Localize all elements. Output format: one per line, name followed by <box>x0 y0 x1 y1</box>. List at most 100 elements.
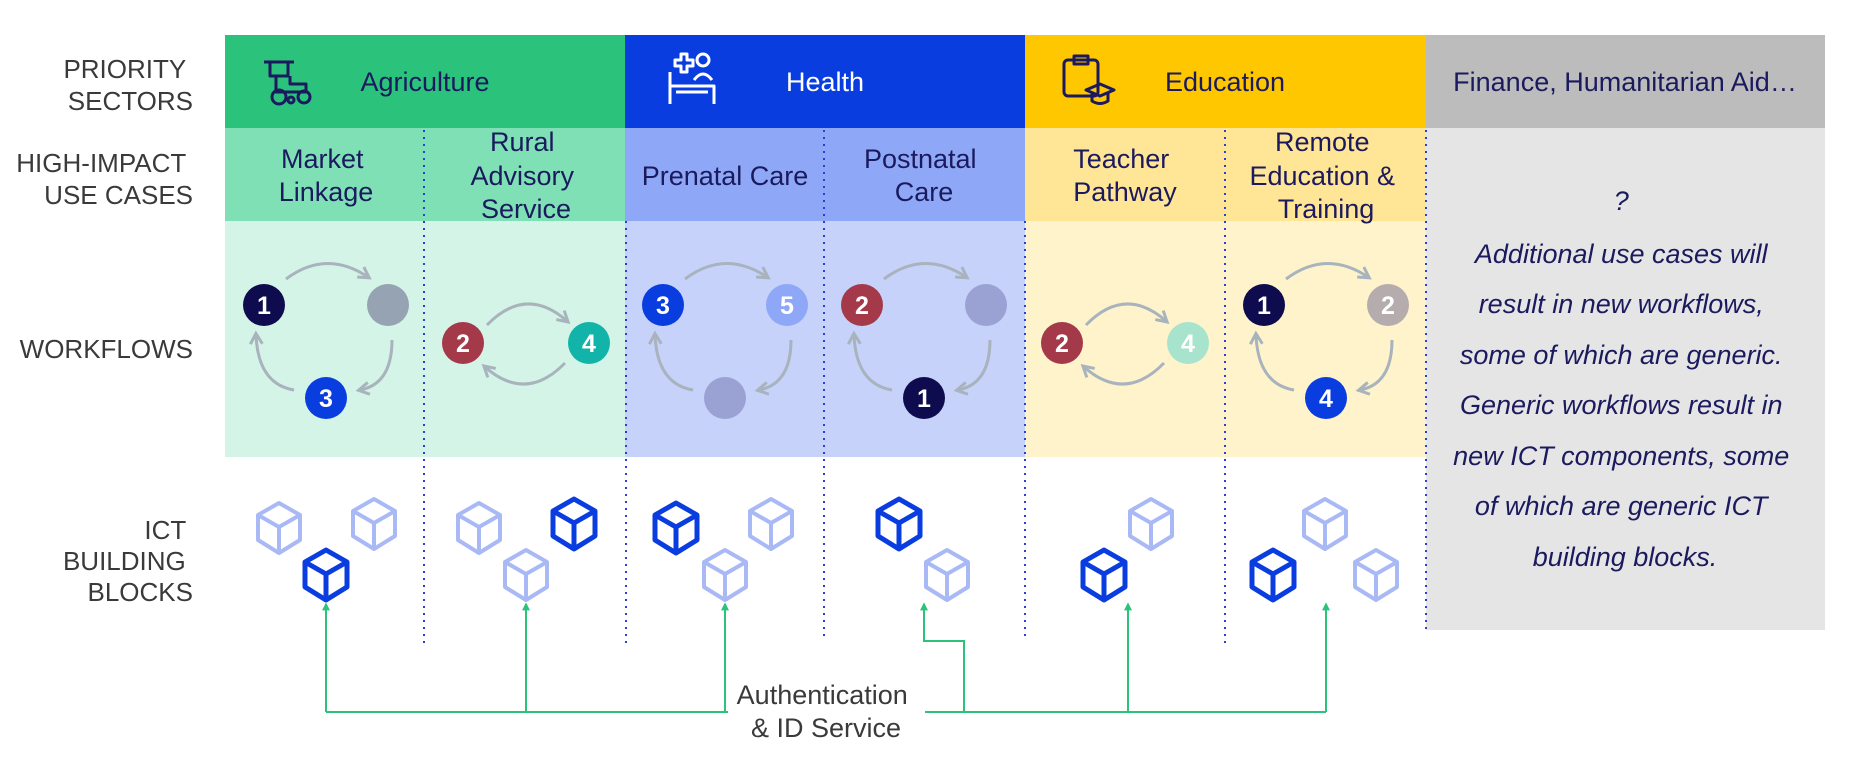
workflow-4: 21 <box>841 262 1007 419</box>
workflow-step-number: 3 <box>656 292 670 320</box>
workflow-step-number: 2 <box>456 330 470 358</box>
workflow-step-node <box>243 284 285 326</box>
workflow-step-number: 4 <box>582 330 596 358</box>
sector-education-title: Education <box>1165 67 1285 97</box>
building-block-cube-icon <box>1080 547 1128 603</box>
sector-health-title: Health <box>786 67 864 97</box>
building-block-cube-icon <box>1353 548 1399 602</box>
building-block-cube-icon <box>256 501 302 555</box>
workflow-step-node <box>442 322 484 364</box>
workflow-step-node <box>1041 322 1083 364</box>
building-block-cube-icon <box>748 497 794 551</box>
usecase-remote-education: Remote Education & Training <box>1249 127 1402 224</box>
workflow-1: 13 <box>243 262 409 419</box>
workflow-step-node <box>1305 377 1347 419</box>
workflow-step-number: 1 <box>1257 292 1271 320</box>
label-building-blocks: ICT BUILDING BLOCKS <box>63 515 193 607</box>
header-finance <box>1426 35 1825 128</box>
workflow-arrow <box>847 330 893 392</box>
connector-postnatal <box>920 602 965 712</box>
workflow-step-number: 3 <box>319 385 333 413</box>
usecase-teacher-pathway: Teacher Pathway <box>1073 144 1177 207</box>
building-block-cube-icon <box>351 497 397 551</box>
label-priority-sectors: PRIORITY SECTORS <box>63 54 193 116</box>
use-case-titles: Market Linkage Rural Advisory Service Pr… <box>279 127 1402 224</box>
building-block-cube-icon <box>302 547 350 603</box>
building-block-cube-icon <box>924 548 970 602</box>
workflow-step-node <box>1367 284 1409 326</box>
workflows: 132 43 5 212 41 24 <box>243 262 1409 419</box>
workflow-arrow <box>485 302 571 327</box>
workflow-step-number: 4 <box>1319 385 1333 413</box>
usecase-band-education <box>1025 128 1426 221</box>
building-block-cube-icon <box>1302 497 1348 551</box>
usecase-rural-advisory: Rural Advisory Service <box>470 127 581 224</box>
workflow-arrow <box>684 262 771 281</box>
workflow-arrow <box>953 339 992 396</box>
workflow-step-node <box>1167 322 1209 364</box>
usecase-band-agriculture <box>225 128 625 221</box>
building-block-cube-icon <box>875 496 923 552</box>
workflow-arrow <box>481 361 567 386</box>
workflow-step-node <box>367 284 409 326</box>
workflow-arrow <box>285 262 372 281</box>
building-blocks <box>256 496 1399 603</box>
sector-agriculture-title: Agriculture <box>360 67 489 97</box>
workflow-step-node <box>642 284 684 326</box>
workflow-step-node <box>903 377 945 419</box>
column-dividers <box>423 130 1427 648</box>
building-block-cube-icon <box>456 501 502 555</box>
building-block-cube-icon <box>503 548 549 602</box>
workflow-arrow <box>754 339 793 396</box>
usecase-market-linkage: Market Linkage <box>279 144 374 207</box>
building-block-cube-icon <box>652 500 700 556</box>
workflow-step-number: 1 <box>917 385 931 413</box>
workflow-arrow <box>1080 361 1166 386</box>
workflow-arrow <box>648 330 694 392</box>
label-use-cases: HIGH-IMPACT USE CASES <box>16 148 193 210</box>
usecase-prenatal-care: Prenatal Care <box>642 161 809 191</box>
building-block-cube-icon <box>702 548 748 602</box>
graduation-board-icon <box>1062 54 1116 105</box>
label-workflows: WORKFLOWS <box>20 334 193 364</box>
workflow-step-number: 5 <box>780 292 794 320</box>
sector-finance-title: Finance, Humanitarian Aid… <box>1453 67 1797 97</box>
workflow-step-number: 2 <box>855 292 869 320</box>
workflow-arrow <box>1084 302 1170 327</box>
usecase-band-health <box>625 128 1025 221</box>
patient-bed-icon <box>668 52 716 104</box>
workflow-arrow <box>249 330 295 392</box>
workflow-arrow <box>1355 339 1394 396</box>
workflow-step-number: 2 <box>1381 292 1395 320</box>
tractor-icon <box>264 60 312 106</box>
workflow-step-node <box>841 284 883 326</box>
header-health <box>625 35 1025 128</box>
workflow-step-number: 2 <box>1055 330 1069 358</box>
workflow-step-node <box>766 284 808 326</box>
workflow-arrow <box>1249 330 1295 392</box>
usecase-postnatal-care: Postnatal Care <box>864 144 984 207</box>
workflow-step-node <box>568 322 610 364</box>
workflow-step-number: 1 <box>257 292 271 320</box>
row-labels: PRIORITY SECTORS HIGH-IMPACT USE CASES W… <box>16 54 193 607</box>
building-block-cube-icon <box>1249 547 1297 603</box>
future-use-cases-note: ? Additional use cases will result in ne… <box>1453 186 1797 572</box>
building-block-cube-icon <box>550 496 598 552</box>
workflow-arrow <box>355 339 394 396</box>
workflow-step-number: 4 <box>1181 330 1195 358</box>
workflow-arrow <box>1285 262 1372 281</box>
header-education <box>1025 35 1426 128</box>
auth-connectors <box>322 602 1330 713</box>
workflow-arrow <box>883 262 970 281</box>
future-sectors-panel <box>1426 128 1825 630</box>
workflow-step-node <box>704 377 746 419</box>
auth-id-service-label: Authentication & ID Service <box>737 680 916 743</box>
workflow-step-node <box>965 284 1007 326</box>
building-block-cube-icon <box>1128 497 1174 551</box>
header-agriculture <box>225 35 625 128</box>
workflow-step-node <box>1243 284 1285 326</box>
